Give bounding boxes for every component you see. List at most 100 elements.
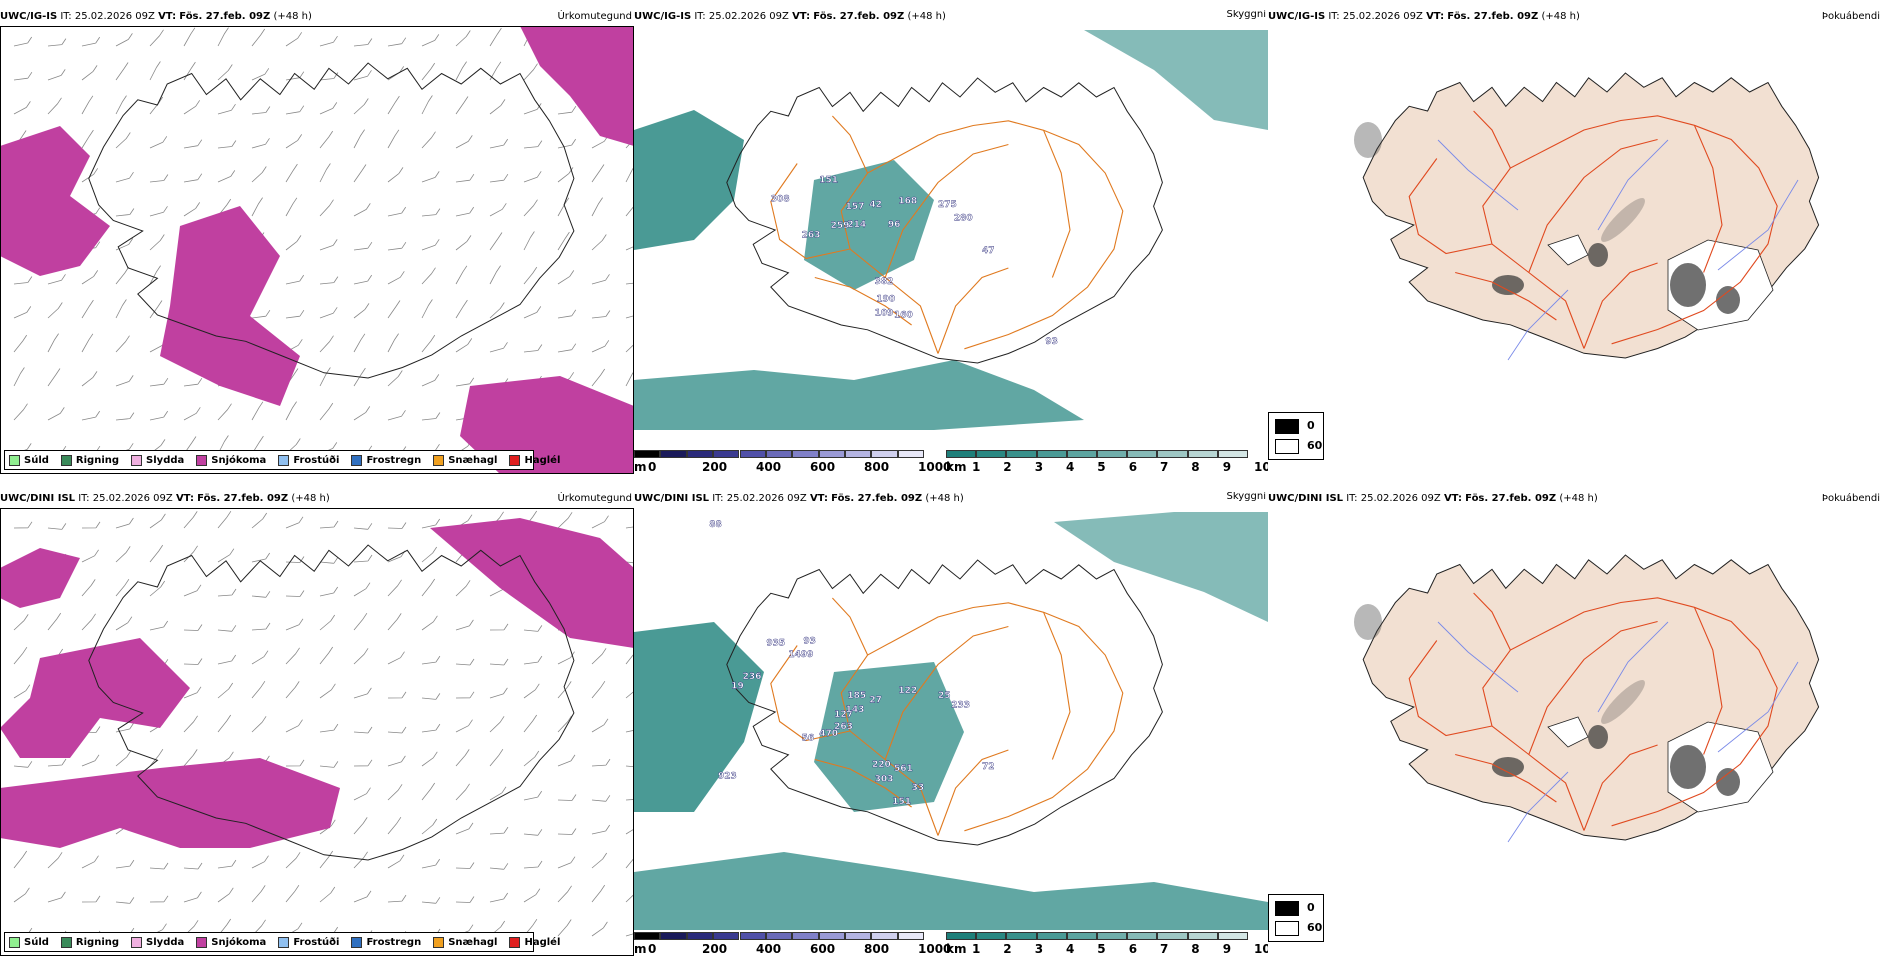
wind-barb xyxy=(353,70,372,81)
wind-barb xyxy=(387,894,407,903)
road xyxy=(884,143,1009,278)
cloud-base-label: 263 xyxy=(834,722,853,732)
legend-item: Frostregn xyxy=(351,454,421,466)
cloud-base-label: 470 xyxy=(819,729,838,739)
wind-barb xyxy=(251,716,267,733)
colorbar-tick: 7 xyxy=(1160,460,1169,474)
wind-barb xyxy=(319,335,334,353)
wind-barb xyxy=(13,761,33,768)
wind-barb xyxy=(183,27,196,47)
init-time: 25.02.2026 09Z xyxy=(708,11,789,22)
valid-time: Fös. 27.feb. 09Z xyxy=(831,493,923,504)
glacier xyxy=(1667,239,1774,331)
wind-barb xyxy=(251,855,269,869)
legend-swatch xyxy=(196,454,208,466)
wind-barb xyxy=(319,102,338,115)
cloud-base-label: 308 xyxy=(771,195,790,205)
wind-barb xyxy=(217,170,236,183)
colorbar-tick: 10 xyxy=(1254,942,1268,956)
wind-barb xyxy=(47,612,62,631)
road-network xyxy=(770,597,1124,836)
wind-barb xyxy=(591,718,609,733)
panel-header: UWC/IG-IS IT: 25.02.2026 09Z VT: Fös. 27… xyxy=(1268,10,1900,26)
fog-legend-max-swatch xyxy=(1275,419,1299,434)
road xyxy=(1693,125,1723,273)
wind-barb xyxy=(251,401,264,421)
low-visibility-area xyxy=(1084,30,1268,130)
wind-barb xyxy=(591,274,610,285)
colorbar-tick: 6 xyxy=(1128,460,1138,474)
wind-barb xyxy=(149,234,165,251)
init-time: 25.02.2026 09Z xyxy=(1342,11,1423,22)
fog-legend-min-swatch xyxy=(1275,921,1299,936)
lead-time: (+48 h) xyxy=(1541,11,1580,22)
wind-barb xyxy=(523,790,543,801)
wind-barb xyxy=(81,895,101,903)
wind-barb xyxy=(81,299,94,319)
panel-header: UWC/DINI ISL IT: 25.02.2026 09Z VT: Fös.… xyxy=(0,492,634,508)
wind-barb xyxy=(319,199,334,217)
wind-barb xyxy=(557,856,576,869)
wind-barb xyxy=(183,511,198,529)
wind-barb xyxy=(489,687,508,699)
colorbar-segment xyxy=(844,932,872,940)
road xyxy=(1583,744,1658,831)
colorbar-tick: 600 xyxy=(810,942,836,956)
fog-map xyxy=(1354,72,1820,361)
fog-map xyxy=(1354,554,1820,843)
colorbar-segment xyxy=(1127,932,1158,940)
cloud-base-label: 109 xyxy=(875,309,894,319)
river xyxy=(1437,139,1519,211)
cloud-base-label: 151 xyxy=(892,797,911,807)
wind-barb xyxy=(115,238,134,251)
river xyxy=(1717,179,1799,271)
wind-barb xyxy=(557,754,576,767)
wind-barb xyxy=(421,95,433,115)
wind-barb xyxy=(591,884,606,903)
init-time: 25.02.2026 09Z xyxy=(74,11,155,22)
init-time: 25.02.2026 09Z xyxy=(726,493,807,504)
wind-barb xyxy=(489,716,505,733)
colorbar-segment xyxy=(1157,450,1188,458)
colorbar-tick: 400 xyxy=(756,460,782,474)
wind-barb xyxy=(455,719,473,733)
model-name: UWC/IG-IS xyxy=(1268,11,1326,22)
wind-barb xyxy=(183,545,198,563)
wind-barb xyxy=(387,333,399,353)
wind-barb xyxy=(47,891,66,903)
wind-barb xyxy=(319,163,331,183)
wind-barb xyxy=(285,556,305,563)
low-visibility-area xyxy=(634,360,1084,430)
fog-legend-min-swatch xyxy=(1275,439,1299,454)
wind-barb xyxy=(489,748,504,767)
road xyxy=(1408,640,1493,737)
wind-barb xyxy=(353,406,371,421)
wind-barb xyxy=(319,614,336,631)
wind-barb xyxy=(387,854,405,869)
wind-barb xyxy=(217,27,229,47)
colorbar-tick: 2 xyxy=(1003,942,1012,956)
wind-barb xyxy=(387,95,400,115)
wind-barb xyxy=(13,521,33,529)
colorbar-unit: m xyxy=(634,460,647,474)
river xyxy=(1597,621,1669,713)
cloud-base-label: 303 xyxy=(875,774,894,784)
wind-barb xyxy=(183,202,201,217)
wind-barb xyxy=(13,334,28,353)
wind-barb xyxy=(217,859,237,869)
fog-shading xyxy=(1354,604,1740,796)
wind-barb xyxy=(149,620,169,631)
colorbar-segment xyxy=(1006,932,1037,940)
fog-legend-min-label: 60 xyxy=(1307,439,1323,452)
valid-time-label: VT: xyxy=(792,11,811,22)
wind-barb xyxy=(183,658,203,665)
wind-barb xyxy=(557,794,577,801)
wind-barb xyxy=(557,828,577,835)
wind-barb xyxy=(285,274,305,285)
colorbar-tick: 800 xyxy=(864,460,890,474)
fog-legend-min-label: 60 xyxy=(1307,921,1323,934)
wind-barb xyxy=(625,933,634,937)
wind-barb xyxy=(149,96,164,115)
wind-barb xyxy=(455,862,475,869)
wind-barb xyxy=(319,586,339,597)
